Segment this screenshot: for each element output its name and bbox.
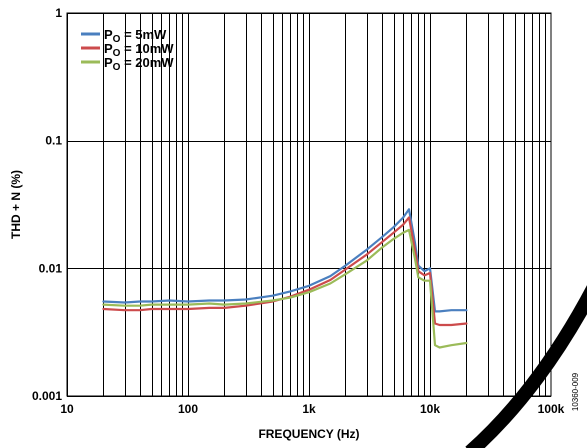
plot-frame bbox=[66, 12, 552, 397]
legend-label: PO = 10mW bbox=[104, 41, 174, 59]
series-line-1 bbox=[102, 208, 468, 313]
series-lines bbox=[102, 208, 468, 349]
x-axis-title: FREQUENCY (Hz) bbox=[258, 427, 359, 441]
grid bbox=[67, 13, 551, 397]
series-line-2 bbox=[102, 216, 468, 327]
x-tick-label: 10 bbox=[60, 402, 74, 416]
decorative-swoosh bbox=[465, 285, 587, 448]
series-line-3 bbox=[102, 228, 468, 349]
tick-labels: 10 100 1k 10k 100k 1 0.1 0.01 0.001 bbox=[32, 6, 565, 416]
y-tick-label: 0.001 bbox=[32, 389, 62, 403]
x-tick-label: 100k bbox=[538, 402, 565, 416]
y-tick-label: 1 bbox=[55, 6, 62, 20]
y-tick-label: 0.01 bbox=[39, 261, 63, 275]
x-tick-label: 10k bbox=[420, 402, 440, 416]
y-tick-label: 0.1 bbox=[45, 134, 62, 148]
figure-id: 10360-009 bbox=[571, 372, 580, 411]
y-axis-title: THD + N (%) bbox=[9, 170, 23, 239]
x-tick-label: 1k bbox=[302, 402, 316, 416]
legend-label: PO = 20mW bbox=[104, 55, 174, 73]
legend-label: PO = 5mW bbox=[104, 27, 167, 45]
x-tick-label: 100 bbox=[178, 402, 198, 416]
